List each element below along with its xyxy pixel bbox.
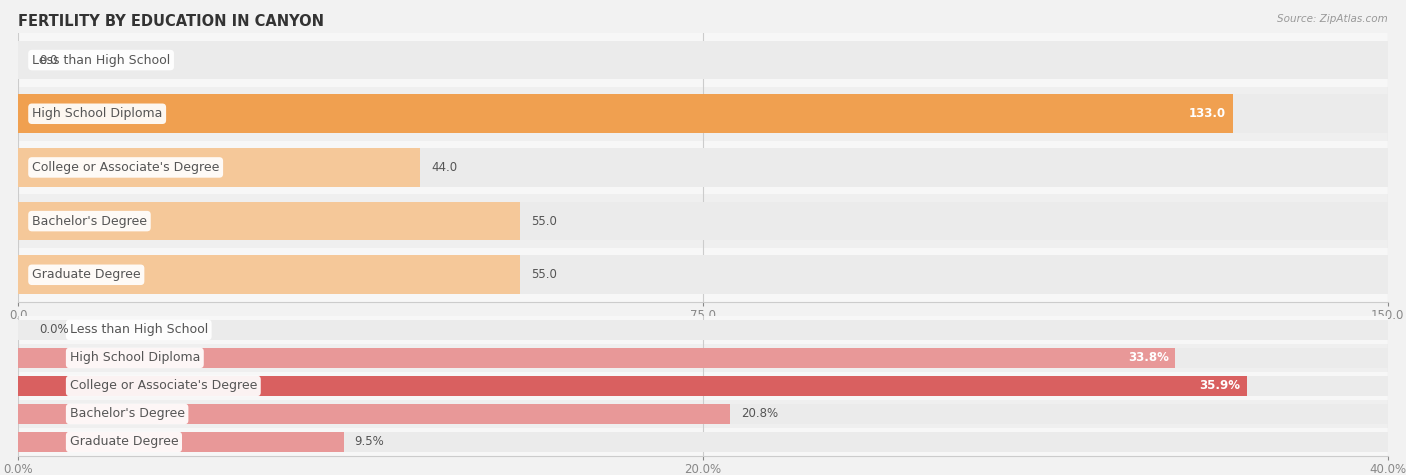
- Text: Source: ZipAtlas.com: Source: ZipAtlas.com: [1277, 14, 1388, 24]
- Bar: [18, 202, 520, 240]
- Text: 9.5%: 9.5%: [354, 436, 384, 448]
- Text: Bachelor's Degree: Bachelor's Degree: [32, 215, 148, 228]
- Bar: [18, 141, 1388, 194]
- Bar: [18, 41, 1388, 79]
- Text: 35.9%: 35.9%: [1199, 380, 1240, 392]
- Bar: [18, 33, 1388, 87]
- Bar: [18, 148, 420, 187]
- Bar: [18, 376, 1247, 396]
- Bar: [18, 95, 1233, 133]
- Text: 44.0: 44.0: [430, 161, 457, 174]
- Bar: [18, 432, 1388, 452]
- Bar: [18, 248, 1388, 302]
- Text: FERTILITY BY EDUCATION IN CANYON: FERTILITY BY EDUCATION IN CANYON: [18, 14, 325, 29]
- Bar: [18, 320, 1388, 340]
- Bar: [18, 316, 1388, 344]
- Text: 55.0: 55.0: [531, 268, 557, 281]
- Text: 55.0: 55.0: [531, 215, 557, 228]
- Text: High School Diploma: High School Diploma: [70, 352, 200, 364]
- Bar: [18, 256, 520, 294]
- Bar: [18, 87, 1388, 141]
- Text: Bachelor's Degree: Bachelor's Degree: [70, 408, 184, 420]
- Text: Less than High School: Less than High School: [32, 54, 170, 67]
- Bar: [18, 194, 1388, 248]
- Bar: [18, 344, 1388, 372]
- Bar: [18, 376, 1388, 396]
- Text: 0.0: 0.0: [39, 54, 58, 67]
- Text: 0.0%: 0.0%: [39, 323, 69, 336]
- Bar: [18, 432, 343, 452]
- Text: 20.8%: 20.8%: [741, 408, 779, 420]
- Text: Less than High School: Less than High School: [70, 323, 208, 336]
- Text: High School Diploma: High School Diploma: [32, 107, 162, 120]
- Bar: [18, 256, 1388, 294]
- Text: Graduate Degree: Graduate Degree: [32, 268, 141, 281]
- Bar: [18, 404, 730, 424]
- Text: 133.0: 133.0: [1188, 107, 1226, 120]
- Bar: [18, 404, 1388, 424]
- Text: 33.8%: 33.8%: [1128, 352, 1168, 364]
- Bar: [18, 428, 1388, 456]
- Bar: [18, 348, 1175, 368]
- Bar: [18, 348, 1388, 368]
- Bar: [18, 148, 1388, 187]
- Text: College or Associate's Degree: College or Associate's Degree: [70, 380, 257, 392]
- Bar: [18, 202, 1388, 240]
- Bar: [18, 95, 1388, 133]
- Bar: [18, 400, 1388, 428]
- Text: College or Associate's Degree: College or Associate's Degree: [32, 161, 219, 174]
- Text: Graduate Degree: Graduate Degree: [70, 436, 179, 448]
- Bar: [18, 372, 1388, 400]
